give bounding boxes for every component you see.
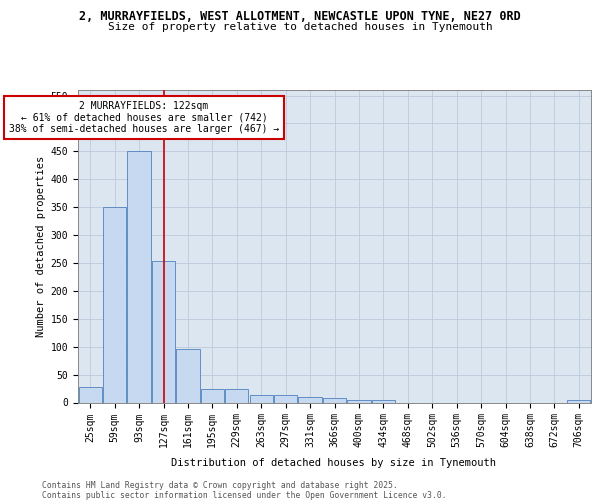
Bar (152, 262, 175, 402)
Bar (176, 350, 200, 403)
Bar (372, 400, 395, 402)
Text: 2 MURRAYFIELDS: 122sqm
← 61% of detached houses are smaller (742)
38% of semi-de: 2 MURRAYFIELDS: 122sqm ← 61% of detached… (9, 101, 279, 134)
Bar (323, 398, 346, 402)
Y-axis label: Number of detached properties: Number of detached properties (37, 156, 46, 337)
Bar (127, 152, 151, 402)
Bar (347, 400, 371, 402)
Bar (298, 397, 322, 402)
Bar (201, 388, 224, 402)
Bar (225, 388, 248, 402)
Bar (250, 395, 273, 402)
Bar (103, 207, 126, 402)
Text: Size of property relative to detached houses in Tynemouth: Size of property relative to detached ho… (107, 22, 493, 32)
Text: Contains HM Land Registry data © Crown copyright and database right 2025.
Contai: Contains HM Land Registry data © Crown c… (42, 481, 446, 500)
Text: Distribution of detached houses by size in Tynemouth: Distribution of detached houses by size … (170, 458, 496, 468)
Bar (274, 395, 297, 402)
Bar (79, 387, 102, 402)
Bar (567, 400, 590, 402)
Text: 2, MURRAYFIELDS, WEST ALLOTMENT, NEWCASTLE UPON TYNE, NE27 0RD: 2, MURRAYFIELDS, WEST ALLOTMENT, NEWCAST… (79, 10, 521, 23)
